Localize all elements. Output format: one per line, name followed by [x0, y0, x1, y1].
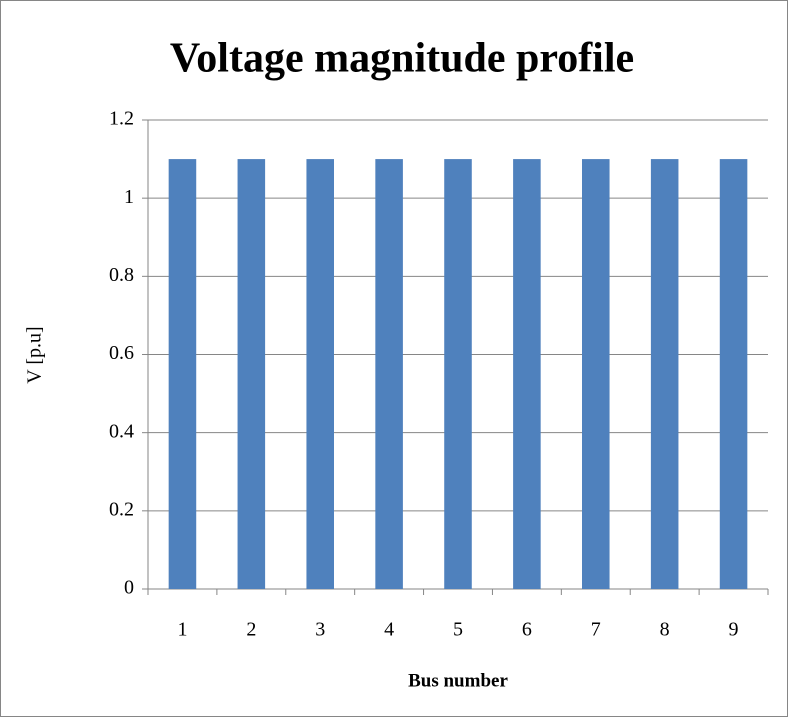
bar	[306, 159, 334, 590]
x-tick-label: 4	[384, 619, 394, 641]
x-axis-label: Bus number	[408, 670, 508, 691]
x-tick-label: 6	[522, 619, 532, 641]
y-tick-label: 0	[124, 577, 134, 599]
bar	[237, 159, 266, 590]
bar	[582, 159, 610, 590]
x-tick-label: 8	[660, 619, 670, 641]
bar	[168, 159, 197, 590]
y-tick-label: 0.2	[109, 498, 134, 520]
y-tick-label: 1.2	[109, 108, 134, 130]
bar	[513, 159, 541, 590]
x-tick-label: 1	[177, 619, 187, 641]
x-tick-label: 3	[315, 619, 325, 641]
bar	[375, 159, 403, 590]
y-tick-label: 0.6	[109, 342, 134, 364]
y-axis-label: V [p.u]	[24, 326, 46, 383]
x-tick-label: 7	[591, 619, 601, 641]
y-tick-label: 1	[124, 186, 134, 208]
x-tick-label: 9	[729, 619, 739, 641]
y-tick-label: 0.4	[109, 420, 134, 442]
bar	[444, 159, 472, 590]
x-tick-label: 2	[246, 619, 256, 641]
bar	[719, 159, 748, 590]
chart-title: Voltage magnitude profile	[170, 36, 634, 82]
bar	[650, 159, 679, 590]
y-tick-label: 0.8	[109, 264, 134, 286]
x-tick-label: 5	[453, 619, 463, 641]
